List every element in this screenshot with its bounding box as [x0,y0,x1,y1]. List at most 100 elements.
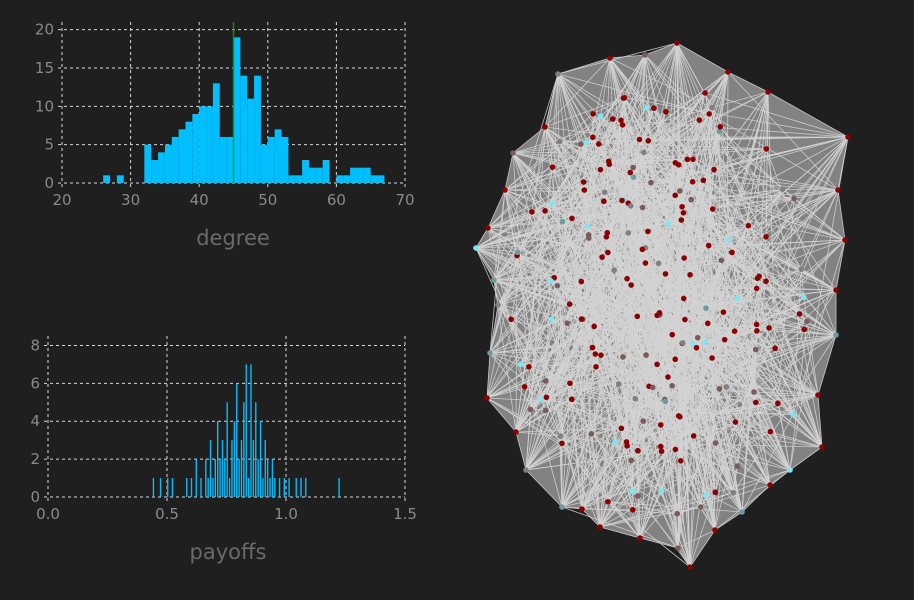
network-edge [584,189,680,192]
network-node [753,399,759,406]
network-edge [661,334,837,452]
payoff-bar [271,459,274,497]
payoff-bar [274,478,276,497]
network-node [767,428,774,435]
network-edge [723,312,727,387]
network-edge [756,330,823,448]
payoff-bar [250,364,252,497]
payoff-bar [240,440,243,497]
network-node [725,69,731,75]
network-node [639,246,646,253]
payoff-bar [305,478,307,497]
network-node [655,260,662,267]
network-edge [515,234,590,433]
degree-bar [322,160,330,183]
network-node [609,116,616,122]
network-edge [517,255,805,330]
network-node [624,275,630,282]
network-node [597,524,603,530]
network-edge [493,279,547,411]
network-edge [544,126,794,415]
network-node [635,447,641,454]
network-edge [557,205,631,286]
network-edge [598,143,676,360]
network-edge [659,268,802,314]
network-node [754,328,760,334]
degree-y-tick-label: 0 [44,174,54,192]
network-edge [639,136,849,140]
network-edge [732,276,760,493]
network-edge [626,424,661,443]
network-node [583,139,590,146]
network-node [627,169,634,176]
network-node [679,340,686,346]
network-edge [837,189,846,241]
network-edge [560,435,662,452]
network-node [611,267,617,273]
network-edge [632,460,682,511]
payoff-bar [190,478,193,497]
network-node [723,384,730,390]
network-node [702,492,709,499]
network-edge [747,225,755,393]
network-node [543,378,549,384]
network-node [629,488,636,494]
network-edge [642,180,704,422]
payoff-bar [209,440,212,497]
network-node [687,271,693,278]
degree-x-tick-label: 30 [121,191,140,209]
network-node [690,156,696,163]
network-edge [595,259,722,355]
network-edge [520,363,681,418]
network-edge [475,227,489,249]
degree-x-tick-label: 70 [395,191,414,209]
network-edge [767,91,776,349]
network-edge [727,71,839,191]
network-edge [607,501,691,568]
network-edge [756,239,846,332]
network-edge [755,394,819,403]
network-edge [557,42,678,75]
network-edge [546,143,600,398]
payoff-bar [283,478,286,497]
network-edge [510,205,631,320]
network-edge [489,304,499,354]
network-node [701,339,708,345]
network-edge [756,288,823,448]
network-node [579,506,585,512]
network-node [639,204,646,211]
network-node [726,236,733,243]
degree-y-tick-label: 15 [35,59,54,77]
network-node [709,206,716,212]
network-edge [678,164,681,191]
network-edge [715,189,839,444]
payoff-bar [243,402,245,497]
payoff-bar [278,478,281,497]
payoff-bar [152,478,155,497]
payoff-x-tick-label: 1.0 [274,505,298,523]
network-node [634,313,641,320]
network-node [674,510,681,517]
network-node [557,433,564,439]
network-edge [566,57,611,324]
network-node [731,328,738,335]
network-node [643,352,649,358]
network-node [688,196,694,203]
network-node [801,326,807,333]
network-node [675,161,682,168]
network-edge [544,57,611,128]
payoff-bar [171,478,174,497]
degree-bar [103,175,111,183]
network-node [702,90,708,96]
network-edge [512,139,640,154]
network-node [693,344,700,351]
network-node [672,192,678,199]
network-edge [595,353,771,486]
network-node [559,440,565,447]
network-node [559,504,565,510]
network-node [763,146,770,152]
network-edge [517,252,641,539]
network-edge [591,162,676,434]
network-edge [723,311,800,315]
network-edge [627,232,707,309]
